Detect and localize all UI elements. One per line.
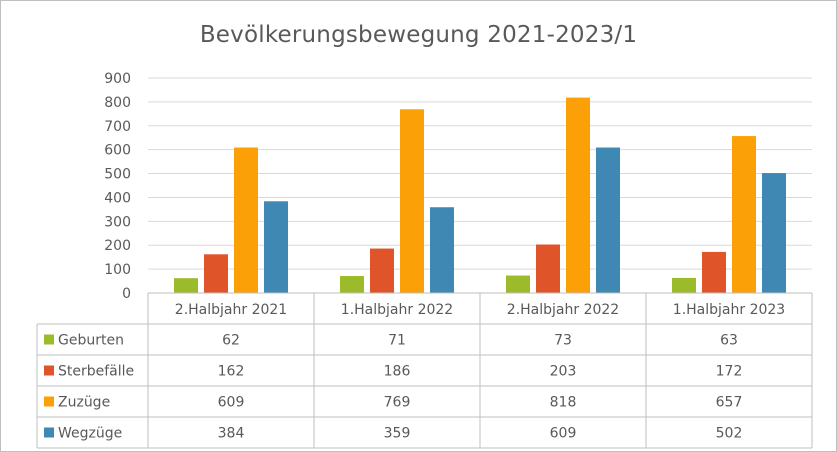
bar-wegzüge [762, 173, 786, 293]
data-value: 609 [218, 395, 245, 411]
data-value: 502 [716, 426, 743, 442]
y-tick-label: 100 [104, 262, 131, 278]
bar-sterbefälle [536, 244, 560, 293]
data-value: 162 [218, 364, 245, 380]
bar-zuzüge [732, 136, 756, 293]
chart-title: Bevölkerungsbewegung 2021-2023/1 [199, 22, 638, 48]
y-tick-label: 200 [104, 238, 131, 254]
bar-wegzüge [430, 207, 454, 293]
series-label: Zuzüge [58, 395, 110, 411]
data-value: 359 [384, 426, 411, 442]
bar-geburten [340, 276, 364, 293]
y-tick-label: 0 [122, 286, 131, 302]
data-value: 657 [716, 395, 743, 411]
data-value: 63 [720, 333, 738, 349]
y-tick-label: 700 [104, 119, 131, 135]
y-tick-label: 900 [104, 71, 131, 87]
data-value: 609 [550, 426, 577, 442]
y-tick-label: 300 [104, 214, 131, 230]
legend-key [44, 365, 54, 376]
y-tick-label: 800 [104, 95, 131, 111]
bar-sterbefälle [370, 248, 394, 293]
data-value: 73 [554, 333, 572, 349]
data-value: 172 [716, 364, 743, 380]
y-tick-label: 400 [104, 190, 131, 206]
legend-key [44, 334, 54, 345]
bar-geburten [174, 278, 198, 293]
data-value: 62 [222, 333, 240, 349]
data-value: 384 [218, 426, 245, 442]
series-label: Wegzüge [58, 426, 122, 442]
bar-sterbefälle [702, 251, 726, 293]
bar-wegzüge [264, 201, 288, 293]
data-value: 71 [388, 333, 406, 349]
bar-geburten [672, 277, 696, 293]
category-label: 2.Halbjahr 2021 [175, 302, 287, 318]
y-tick-label: 600 [104, 143, 131, 159]
data-value: 769 [384, 395, 411, 411]
y-tick-label: 500 [104, 167, 131, 183]
data-value: 203 [550, 364, 577, 380]
bar-sterbefälle [204, 254, 228, 293]
series-label: Sterbefälle [58, 364, 134, 380]
bar-zuzüge [234, 147, 258, 293]
bar-geburten [506, 275, 530, 293]
category-label: 1.Halbjahr 2022 [341, 302, 453, 318]
legend-key [44, 396, 54, 407]
series-label: Geburten [58, 333, 124, 349]
bar-zuzüge [400, 109, 424, 294]
data-value: 818 [550, 395, 577, 411]
category-label: 1.Halbjahr 2023 [673, 302, 785, 318]
bar-zuzüge [566, 97, 590, 293]
data-value: 186 [384, 364, 411, 380]
bar-wegzüge [596, 147, 620, 293]
category-label: 2.Halbjahr 2022 [507, 302, 619, 318]
legend-key [44, 427, 54, 438]
